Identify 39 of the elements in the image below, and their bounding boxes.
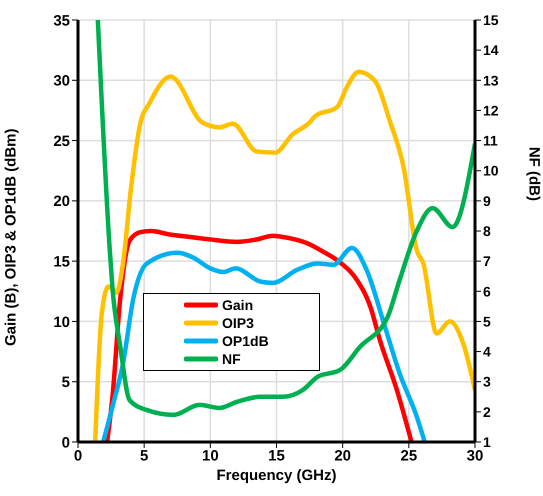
y-tick-label: 25 [53, 132, 70, 150]
line-series [92, 70, 475, 442]
y2-tick-label: 12 [483, 102, 499, 118]
y-tick-label: 10 [53, 314, 70, 331]
legend-label: OIP3 [222, 315, 254, 331]
y2-axis-title: NF (dB) [526, 146, 543, 201]
y-tick-label: 0 [62, 434, 70, 452]
x-tick-label: 5 [140, 448, 148, 465]
y2-tick-label: 9 [483, 192, 491, 209]
y2-tick-label: 10 [483, 162, 499, 179]
x-axis-title: Frequency (GHz) [216, 467, 337, 484]
y2-tick-label: 11 [483, 132, 498, 149]
y2-tick-label: 6 [483, 283, 491, 300]
legend-label: NF [222, 351, 241, 367]
legend-label: Gain [222, 297, 254, 313]
y-axis-title: Gain (B), OIP3 & OP1dB (dBm) [2, 128, 20, 346]
y2-tick-label: 5 [483, 313, 491, 330]
x-tick-label: 20 [334, 448, 352, 465]
y-tick-label: 15 [53, 253, 70, 270]
y-tick-label: 20 [53, 193, 70, 210]
x-tick-label: 10 [202, 448, 219, 465]
y2-tick-label: 1 [483, 434, 491, 450]
y2-tick-label: 3 [483, 374, 491, 390]
y2-tick-label: 13 [483, 72, 499, 88]
y-tick-label: 30 [53, 72, 70, 90]
y2-tick-label: 8 [483, 222, 491, 239]
y2-tick-label: 7 [483, 253, 491, 270]
y2-tick-label: 4 [483, 344, 491, 360]
x-tick-label: 0 [74, 448, 82, 465]
y2-tick-label: 2 [483, 404, 491, 420]
x-tick-label: 30 [466, 448, 484, 465]
y2-tick-label: 14 [483, 42, 499, 58]
y-tick-label: 5 [62, 374, 70, 392]
x-tick-label: 15 [268, 448, 285, 465]
y2-tick-label: 15 [483, 12, 499, 28]
y-tick-label: 35 [53, 12, 70, 30]
line-series [96, 20, 475, 418]
x-tick-label: 25 [400, 448, 418, 465]
legend-label: OP1dB [222, 333, 269, 349]
